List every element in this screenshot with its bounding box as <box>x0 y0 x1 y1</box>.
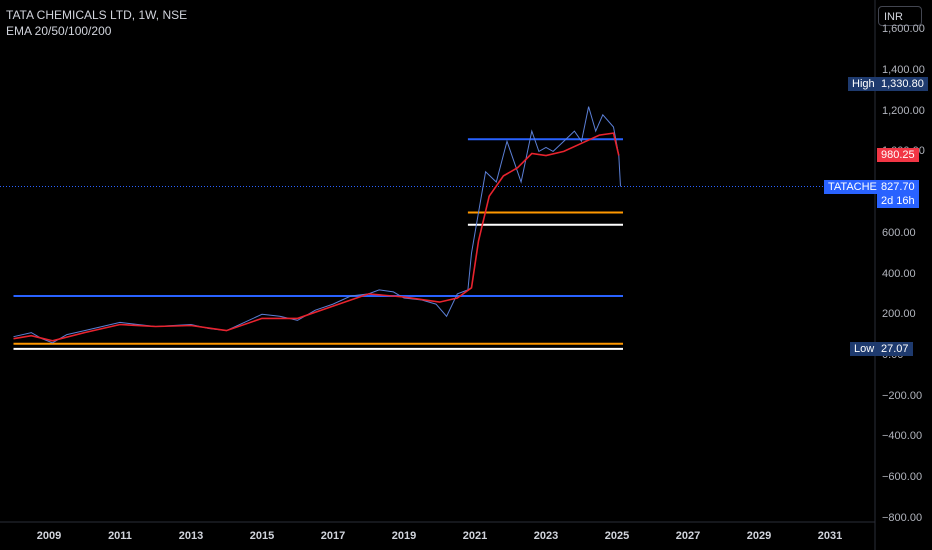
bar-countdown: 2d 16h <box>877 193 919 208</box>
chart-legend: TATA CHEMICALS LTD, 1W, NSE EMA 20/50/10… <box>6 7 187 39</box>
high-label: High <box>848 77 879 92</box>
low-label: Low <box>850 342 879 357</box>
time-axis-tick: 2025 <box>604 530 630 542</box>
price-axis-tick: −800.00 <box>882 511 923 524</box>
price-axis-tick: 1,200.00 <box>882 104 925 117</box>
time-axis-tick: 2031 <box>817 530 843 542</box>
indicator-label[interactable]: EMA 20/50/100/200 <box>6 24 112 38</box>
price-axis-tick: −600.00 <box>882 471 923 484</box>
time-axis-tick: 2029 <box>746 530 772 542</box>
currency-selector[interactable]: INR <box>878 6 922 26</box>
ema-series-line <box>13 132 620 342</box>
price-axis-tick: 200.00 <box>882 308 916 321</box>
time-axis-tick: 2019 <box>391 530 417 542</box>
price-axis-tick: 400.00 <box>882 267 916 280</box>
time-axis-tick: 2011 <box>108 530 132 542</box>
chart-title[interactable]: TATA CHEMICALS LTD, 1W, NSE <box>6 8 188 22</box>
low-value: 27.07 <box>877 342 913 357</box>
price-axis-tick: 600.00 <box>882 226 916 239</box>
time-axis-tick: 2013 <box>178 530 204 542</box>
time-axis-tick: 2023 <box>533 530 559 542</box>
high-value: 1,330.80 <box>877 77 928 92</box>
time-axis-tick: 2027 <box>675 530 701 542</box>
time-axis-tick: 2017 <box>320 530 346 542</box>
time-axis-tick: 2021 <box>462 530 488 542</box>
ema-value-label: 980.25 <box>877 148 919 163</box>
price-axis-tick: −400.00 <box>882 430 923 443</box>
price-axis-tick: −200.00 <box>882 389 923 402</box>
time-axis-tick: 2009 <box>36 530 62 542</box>
price-axis-tick: 1,400.00 <box>882 64 925 76</box>
symbol-label: TATACHEM <box>824 179 891 194</box>
time-axis-tick: 2015 <box>249 530 275 542</box>
current-price-value: 827.70 <box>877 179 919 194</box>
price-axis-tick: 1,600.00 <box>882 23 925 36</box>
horizontal-levels[interactable] <box>13 138 624 350</box>
